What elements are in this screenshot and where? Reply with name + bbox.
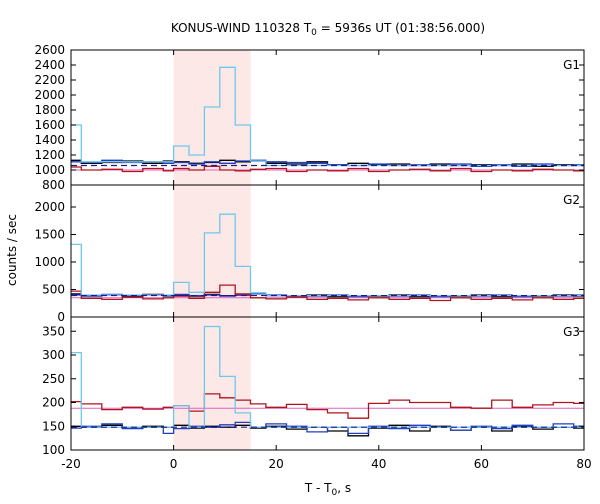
series-line-dark_blue [71, 421, 584, 435]
y-tick-label: 300 [42, 348, 65, 362]
y-tick-label: 2200 [34, 73, 65, 87]
series-line-light_blue [71, 213, 584, 297]
y-tick-label: 2400 [34, 58, 65, 72]
x-tick-label: 20 [269, 457, 284, 471]
x-tick-label: -20 [61, 457, 81, 471]
y-tick-label: 0 [57, 310, 65, 324]
y-tick-label: 100 [42, 443, 65, 457]
highlight-band [173, 317, 251, 450]
x-tick-label: 60 [474, 457, 489, 471]
y-tick-label: 350 [42, 324, 65, 338]
y-tick-label: 1000 [34, 163, 65, 177]
y-tick-label: 200 [42, 396, 65, 410]
panel-label: G3 [563, 325, 580, 339]
y-tick-label: 2600 [34, 43, 65, 57]
series-line-light_blue [71, 66, 584, 167]
y-tick-label: 1800 [34, 103, 65, 117]
panel-label: G2 [563, 193, 580, 207]
series-line-dark_red [71, 393, 584, 419]
y-tick-label: 2000 [34, 88, 65, 102]
y-tick-label: 500 [42, 283, 65, 297]
y-tick-label: 1500 [34, 228, 65, 242]
x-tick-label: 0 [170, 457, 178, 471]
y-tick-label: 2000 [34, 200, 65, 214]
y-tick-label: 800 [42, 178, 65, 192]
y-tick-label: 1600 [34, 118, 65, 132]
highlight-band [173, 185, 251, 317]
y-tick-label: 1000 [34, 255, 65, 269]
y-axis-label: counts / sec [5, 214, 19, 286]
series-line-dark_red [71, 284, 584, 302]
y-tick-label: 1400 [34, 133, 65, 147]
x-axis-label: T - T0, s [304, 481, 351, 498]
highlight-band [173, 50, 251, 185]
x-tick-label: 80 [576, 457, 591, 471]
y-tick-label: 250 [42, 372, 65, 386]
y-tick-label: 1200 [34, 148, 65, 162]
panel-frame [70, 316, 585, 451]
x-tick-label: 40 [371, 457, 386, 471]
y-tick-label: 150 [42, 419, 65, 433]
panel-label: G1 [563, 58, 580, 72]
chart-title: KONUS-WIND 110328 T0 = 5936s UT (01:38:5… [171, 21, 485, 38]
series-line-dark_red [71, 165, 584, 173]
